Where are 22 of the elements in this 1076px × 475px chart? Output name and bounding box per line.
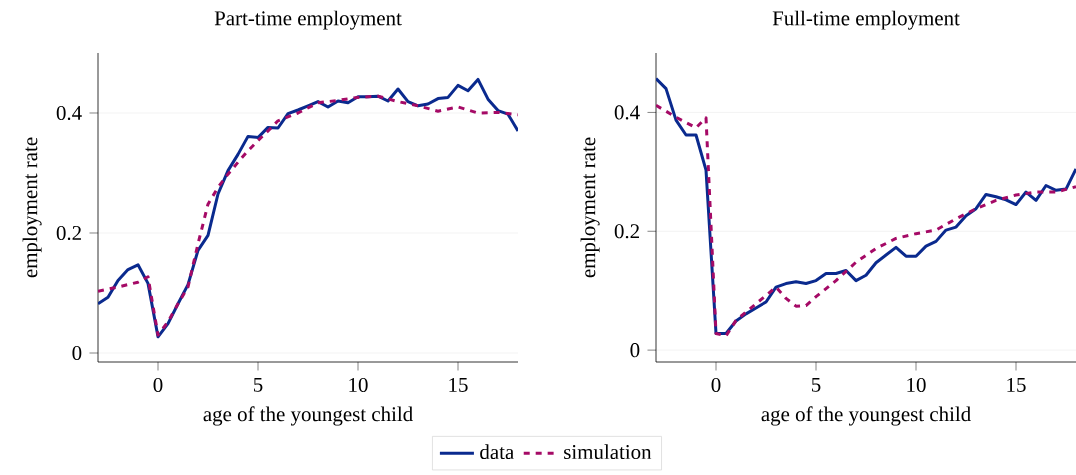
x-axis-title: age of the youngest child <box>761 406 971 426</box>
y-tick-label: 0.4 <box>614 105 640 120</box>
x-tick-label: 10 <box>907 377 926 393</box>
y-tick-label: 0.2 <box>56 225 81 241</box>
legend-label: data <box>480 444 514 460</box>
y-tick-label: 0 <box>630 343 640 358</box>
x-tick-label: 5 <box>253 377 263 392</box>
x-tick-label: 10 <box>349 377 368 393</box>
x-tick-label: 15 <box>449 377 468 392</box>
x-tick-label: 15 <box>1007 377 1026 392</box>
y-tick-label: 0.2 <box>614 224 639 239</box>
legend-label: simulation <box>564 444 652 460</box>
chart-title: Part-time employment <box>214 10 402 30</box>
x-tick-label: 0 <box>153 377 163 393</box>
x-tick-label: 5 <box>811 377 821 392</box>
y-tick-label: 0 <box>72 345 82 361</box>
y-axis-title: employment rate <box>580 137 600 278</box>
y-axis-title: employment rate <box>22 137 42 278</box>
x-axis-title: age of the youngest child <box>203 406 413 426</box>
x-tick-label: 0 <box>711 377 721 393</box>
y-tick-label: 0.4 <box>56 105 82 121</box>
chart-title: Full-time employment <box>772 10 960 30</box>
